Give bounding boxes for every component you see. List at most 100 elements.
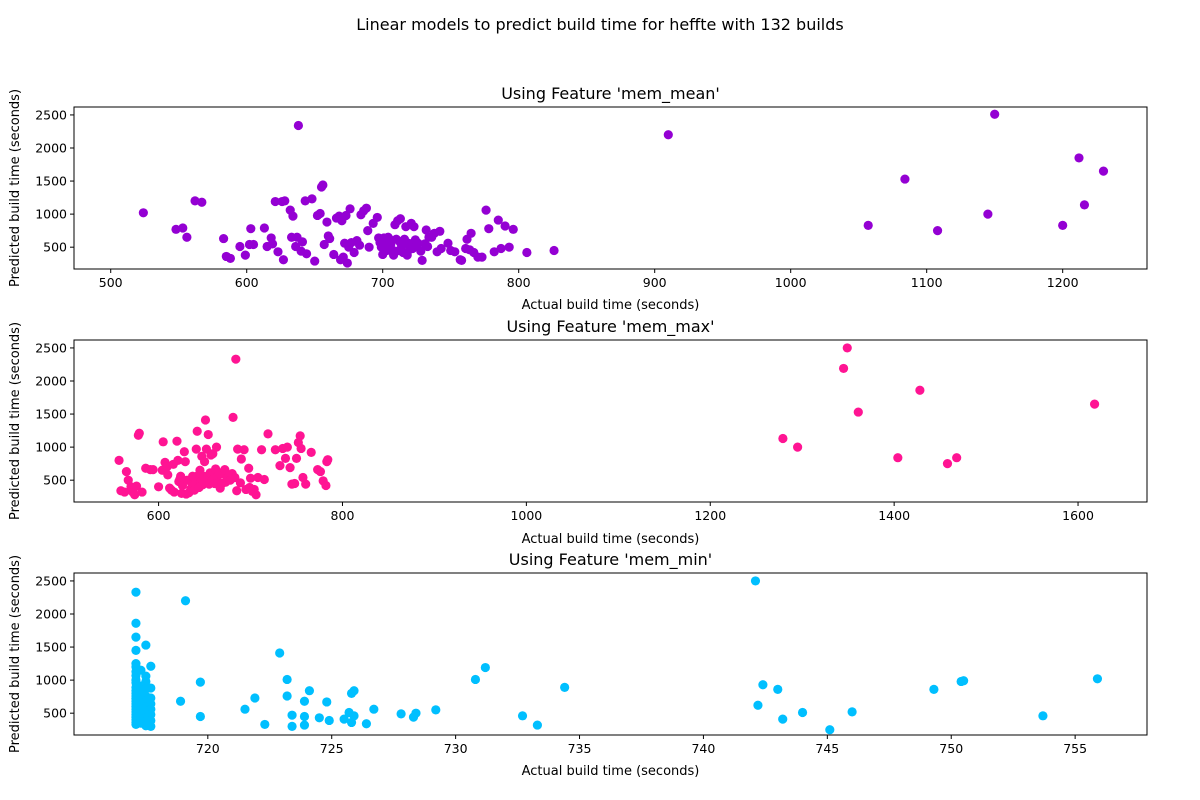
data-point xyxy=(121,466,132,477)
figure-suptitle: Linear models to predict build time for … xyxy=(356,15,843,34)
data-point xyxy=(517,711,528,721)
data-point xyxy=(192,426,202,436)
data-point xyxy=(240,250,250,260)
subplot-mem-mean: Using Feature 'mem_mean' Actual build ti… xyxy=(8,84,1148,313)
data-point xyxy=(436,243,446,254)
data-point xyxy=(504,242,514,252)
data-point xyxy=(290,478,300,489)
data-point xyxy=(470,674,481,685)
data-point xyxy=(190,196,200,206)
data-point xyxy=(773,684,783,694)
data-point xyxy=(248,239,259,250)
data-point xyxy=(361,203,371,213)
data-point xyxy=(477,252,487,262)
data-point xyxy=(153,482,164,492)
data-point xyxy=(301,479,311,489)
data-point xyxy=(134,428,144,438)
data-point xyxy=(131,481,142,491)
data-point xyxy=(758,680,768,690)
data-point xyxy=(172,436,182,446)
data-point xyxy=(314,713,324,723)
subplot-title: Using Feature 'mem_max' xyxy=(506,317,714,337)
data-point xyxy=(250,693,260,703)
data-point xyxy=(863,220,873,230)
x-tick-label: 750 xyxy=(939,741,963,756)
data-point xyxy=(195,711,205,722)
data-point xyxy=(146,661,156,671)
data-point xyxy=(778,433,788,444)
x-tick-label: 720 xyxy=(196,741,220,756)
data-point xyxy=(191,444,201,454)
y-tick-label: 1000 xyxy=(35,207,67,222)
y-tick-label: 1500 xyxy=(35,407,67,422)
x-tick-label: 800 xyxy=(507,275,531,290)
data-point xyxy=(148,465,158,475)
x-axis-label: Actual build time (seconds) xyxy=(522,532,700,547)
y-tick-label: 2000 xyxy=(35,373,67,388)
data-point xyxy=(750,576,761,586)
data-point xyxy=(146,683,156,693)
data-point xyxy=(322,697,332,707)
x-axis-label: Actual build time (seconds) xyxy=(522,298,700,313)
data-point xyxy=(273,247,283,257)
y-tick-label: 1500 xyxy=(35,640,67,655)
data-point xyxy=(321,480,331,491)
data-point xyxy=(245,473,256,483)
y-tick-label: 500 xyxy=(43,706,67,721)
data-point xyxy=(422,241,433,252)
data-point xyxy=(275,648,285,658)
data-point xyxy=(983,209,993,219)
data-point xyxy=(175,696,186,706)
data-point xyxy=(282,674,292,685)
data-point xyxy=(296,443,306,454)
data-point xyxy=(663,130,673,140)
data-point xyxy=(178,223,188,233)
data-point xyxy=(235,478,246,488)
data-point xyxy=(235,241,245,252)
y-tick-label: 500 xyxy=(43,240,67,255)
data-point xyxy=(942,459,953,469)
data-point xyxy=(778,714,788,724)
data-point xyxy=(1058,220,1068,230)
data-point xyxy=(480,662,490,673)
axes-frame xyxy=(73,339,1148,503)
data-point xyxy=(354,240,365,250)
data-point xyxy=(287,721,297,732)
data-point xyxy=(315,208,325,219)
data-point xyxy=(256,445,267,455)
data-point xyxy=(825,725,835,735)
x-tick-label: 1000 xyxy=(775,275,807,290)
subplot-mem-min: Using Feature 'mem_min' Actual build tim… xyxy=(8,550,1148,779)
data-point xyxy=(295,431,305,441)
data-point xyxy=(240,704,250,714)
data-point xyxy=(137,487,147,497)
x-tick-label: 730 xyxy=(444,741,468,756)
y-tick-label: 1500 xyxy=(35,174,67,189)
data-points xyxy=(138,109,1109,268)
data-point xyxy=(307,194,317,204)
y-tick-label: 2000 xyxy=(35,140,67,155)
data-point xyxy=(280,196,290,206)
data-point xyxy=(481,205,491,215)
data-point xyxy=(291,453,302,463)
data-point xyxy=(793,442,803,452)
x-tick-label: 755 xyxy=(1063,741,1087,756)
data-point xyxy=(346,717,357,728)
data-point xyxy=(959,676,969,686)
data-point xyxy=(395,214,405,224)
data-point xyxy=(114,455,124,465)
data-point xyxy=(297,237,308,247)
data-point xyxy=(1038,711,1048,721)
data-point xyxy=(342,258,352,268)
data-point xyxy=(466,228,476,238)
data-point xyxy=(225,253,235,264)
data-point xyxy=(220,465,230,475)
data-point xyxy=(119,487,130,497)
data-point xyxy=(409,222,419,232)
data-point xyxy=(549,245,559,256)
data-point xyxy=(293,120,303,131)
data-point xyxy=(180,457,190,467)
data-point xyxy=(450,247,460,257)
data-point xyxy=(1079,200,1090,210)
subplot-title: Using Feature 'mem_mean' xyxy=(501,84,720,104)
